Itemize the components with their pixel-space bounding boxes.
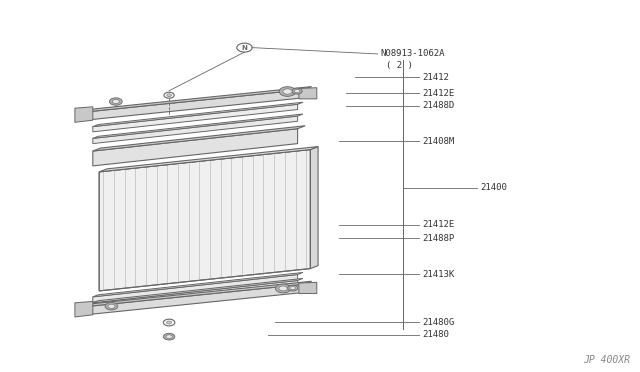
Text: N: N — [241, 45, 248, 51]
Text: 21400: 21400 — [480, 183, 507, 192]
Polygon shape — [86, 87, 312, 112]
Polygon shape — [93, 126, 305, 151]
Circle shape — [275, 284, 291, 293]
Circle shape — [292, 88, 302, 94]
Circle shape — [163, 333, 175, 340]
Circle shape — [113, 99, 119, 103]
Circle shape — [105, 302, 118, 310]
Polygon shape — [93, 275, 298, 302]
Text: 21412E: 21412E — [422, 89, 454, 98]
Circle shape — [166, 335, 172, 339]
Text: JP 400XR: JP 400XR — [584, 355, 630, 365]
Circle shape — [290, 286, 296, 290]
Polygon shape — [299, 88, 317, 99]
Text: 21413K: 21413K — [422, 270, 454, 279]
Polygon shape — [93, 102, 303, 126]
Circle shape — [279, 87, 296, 96]
Polygon shape — [93, 278, 303, 303]
Polygon shape — [86, 284, 304, 315]
Polygon shape — [99, 150, 310, 291]
Polygon shape — [93, 114, 303, 138]
Polygon shape — [75, 107, 93, 122]
Text: 21412E: 21412E — [422, 220, 454, 229]
Text: 21480: 21480 — [422, 330, 449, 339]
Text: 21412: 21412 — [422, 73, 449, 81]
Polygon shape — [93, 272, 303, 297]
Text: 21408M: 21408M — [422, 137, 454, 146]
Polygon shape — [299, 282, 317, 294]
Polygon shape — [86, 90, 304, 120]
Polygon shape — [86, 281, 312, 307]
Polygon shape — [310, 147, 318, 269]
Polygon shape — [99, 147, 318, 172]
Polygon shape — [75, 301, 93, 317]
Polygon shape — [93, 129, 298, 166]
Circle shape — [166, 321, 172, 324]
Circle shape — [167, 94, 172, 97]
Text: N08913-1062A: N08913-1062A — [381, 49, 445, 58]
Circle shape — [287, 285, 298, 291]
Polygon shape — [93, 280, 298, 308]
Polygon shape — [93, 104, 298, 132]
Circle shape — [294, 90, 300, 93]
Polygon shape — [93, 116, 298, 144]
Text: ( 2 ): ( 2 ) — [386, 61, 413, 70]
Text: 21488P: 21488P — [422, 234, 454, 243]
Circle shape — [109, 98, 122, 105]
Circle shape — [279, 286, 287, 291]
Text: 21488D: 21488D — [422, 101, 454, 110]
Text: 21480G: 21480G — [422, 318, 454, 327]
Circle shape — [283, 89, 292, 94]
Circle shape — [108, 304, 115, 308]
